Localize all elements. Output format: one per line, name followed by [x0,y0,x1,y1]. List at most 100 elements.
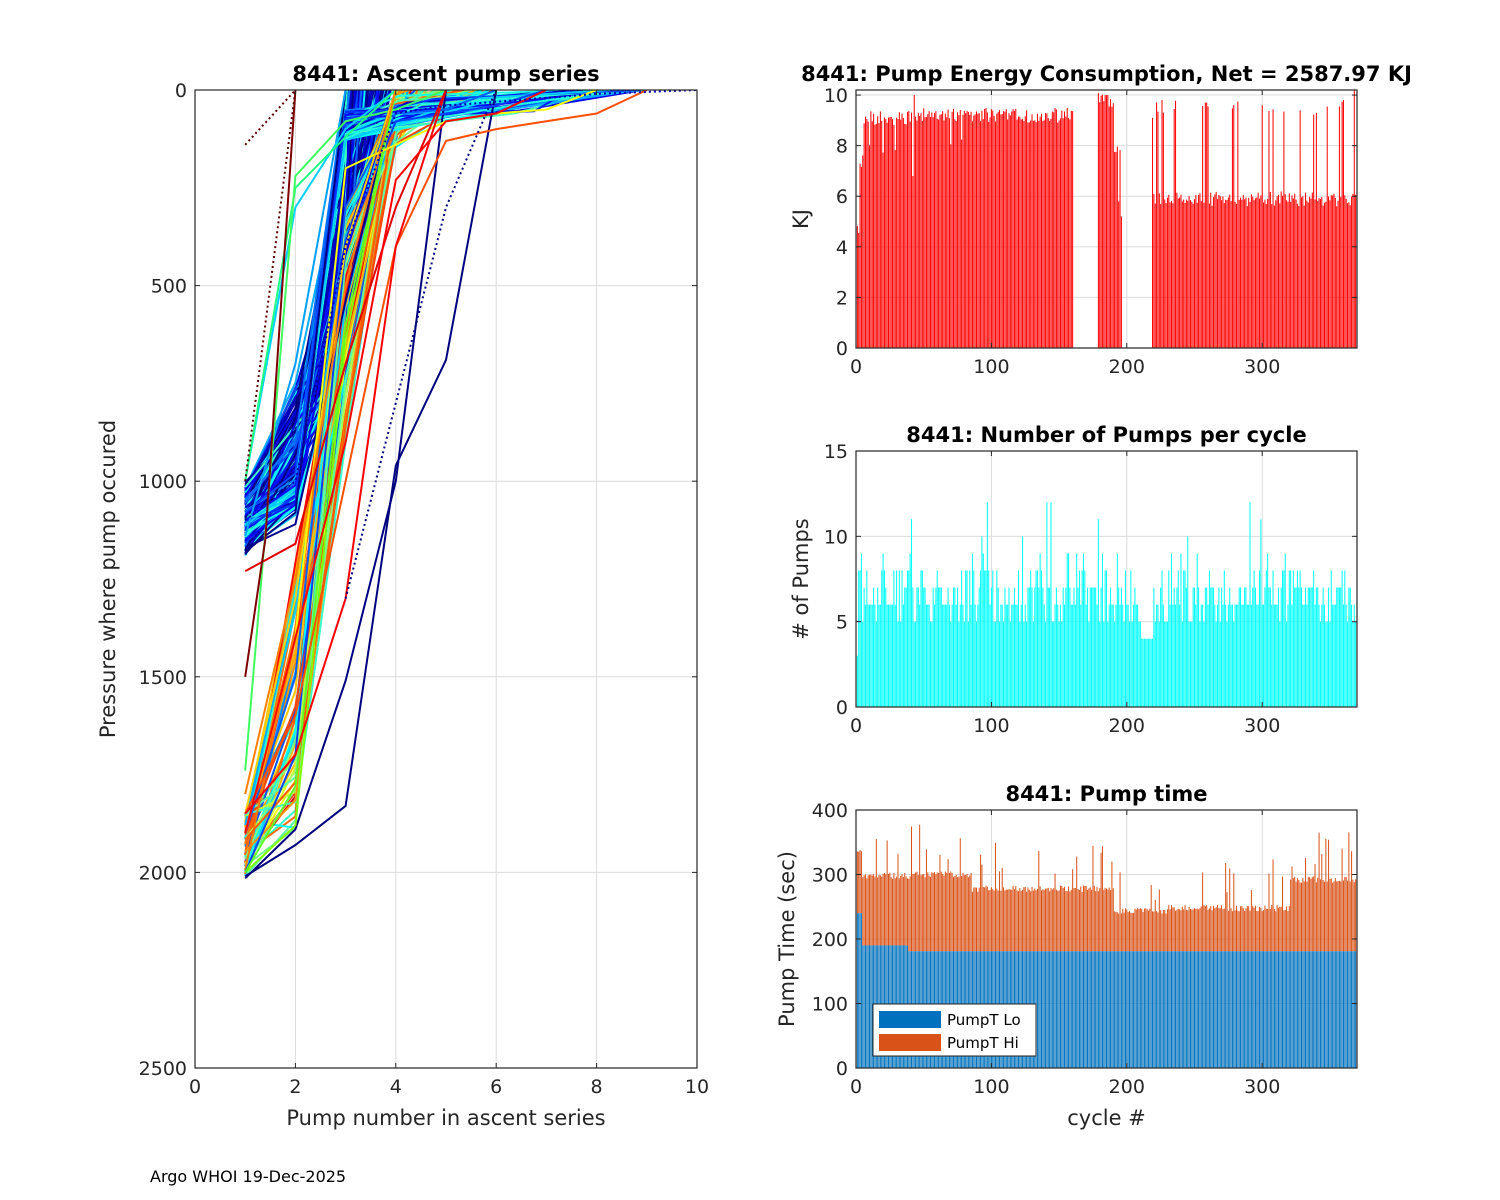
pumps-bar [1277,587,1279,707]
energy-bar [917,113,919,348]
energy-bar [1072,111,1074,348]
pumps-bar [1295,587,1297,707]
energy-bar [1294,193,1296,348]
pumps-bar [1272,570,1274,707]
pumptime-hi-bar [1091,889,1093,952]
pumps-bar [898,570,900,707]
energy-bar [1176,192,1178,348]
pumptime-hi-bar [1256,910,1258,952]
pumps-bar [978,587,980,707]
pumps-bar [1273,604,1275,707]
pumptime-hi-bar [1230,908,1232,952]
pumptime-hi-bar [935,874,937,952]
pumps-bar [1192,587,1194,707]
x-tick-label: 4 [390,1076,402,1098]
pumptime-hi-bar [1348,832,1350,952]
ascent-series-line [244,90,697,522]
pumptime-lo-bar [1133,951,1135,1068]
energy-bar [971,121,973,348]
energy-bar [940,114,942,348]
pumps-bar [931,621,933,707]
pumps-bar [1028,587,1030,707]
energy-bar [1168,194,1170,348]
pumps-bar [1276,604,1278,707]
energy-bar [1066,108,1068,349]
pumps-bar [1344,570,1346,707]
energy-bar [1065,116,1067,348]
pumps-bar [1173,587,1175,707]
pumptime-hi-bar [866,878,868,946]
energy-bar [962,115,964,348]
pumptime-hi-bar [973,887,975,952]
pumptime-hi-bar [928,875,930,952]
pumptime-hi-bar [1334,878,1336,952]
pumps-bar [860,553,862,707]
pumptime-lo-bar [1299,951,1301,1068]
pumps-bar [988,570,990,707]
pumps-bar [948,604,950,707]
pumptime-lo-bar [1338,951,1340,1068]
energy-bar [1296,203,1298,348]
pumps-bar [1049,587,1051,707]
energy-bar [999,110,1001,348]
pumptime-lo-bar [1187,951,1189,1068]
pumps-bar [1100,587,1102,707]
pumps-bar [1004,587,1006,707]
energy-bar [859,163,861,348]
energy-bar [965,113,967,348]
pumps-bar [1070,604,1072,707]
pumptime-lo-bar [1246,951,1248,1068]
energy-bar [1035,122,1037,349]
ascent-series-line [244,90,347,553]
pumptime-lo-bar [1204,951,1206,1068]
pumptime-lo-bar [1179,951,1181,1068]
pumps-bar [1240,587,1242,707]
pumps-bar [1208,570,1210,707]
pumptime-hi-bar [1280,906,1282,952]
pumps-bar [928,604,930,707]
energy-bar [1227,197,1229,348]
pumptime-hi-bar [1045,888,1047,952]
pumptime-hi-bar [992,889,994,952]
pumps-bar [1303,604,1305,707]
energy-bar [1206,102,1208,348]
pumptime-hi-bar [1185,909,1187,952]
pumptime-lo-bar [1110,951,1112,1068]
pumps-bar [879,604,881,707]
pumptime-lo-bar [1147,951,1149,1068]
y-tick-label: 6 [836,186,848,208]
pumptime-hi-bar [1139,908,1141,952]
pumps-bar [1271,604,1273,707]
pumps-bar [913,621,915,707]
energy-bar [1230,201,1232,348]
pumptime-lo-bar [1238,951,1240,1068]
pumptime-lo-bar [1300,951,1302,1068]
energy-bar [1012,109,1014,348]
pumps-bar [877,587,879,707]
pumps-bar [1184,570,1186,707]
ascent-series-line [244,90,397,482]
energy-bar [1119,150,1121,348]
pumptime-lo-bar [1334,951,1336,1068]
pumptime-hi-bar [1032,890,1034,952]
pumps-bar [1198,587,1200,707]
x-tick-label: 200 [1109,356,1145,378]
energy-bar [1234,201,1236,348]
pumptime-hi-bar [962,872,964,952]
ascent-series-line [244,90,447,771]
pumptime-hi-bar [892,878,894,946]
pumptime-lo-bar [1050,951,1052,1068]
pumps-bar [1134,587,1136,707]
pumps-bar [1111,604,1113,707]
pumptime-hi-bar [1349,881,1351,952]
pumptime-hi-bar [1027,887,1029,952]
pumps-bar [1187,536,1189,707]
pumptime-hi-bar [1189,908,1191,952]
pumptime-hi-bar [1058,890,1060,952]
pumptime-hi-bar [924,877,926,952]
pumps-bars [856,502,1358,707]
pumptime-hi-bar [1229,868,1231,952]
energy-bar [1303,205,1305,348]
pumps-bar [1154,621,1156,707]
energy-bar [1290,201,1292,348]
